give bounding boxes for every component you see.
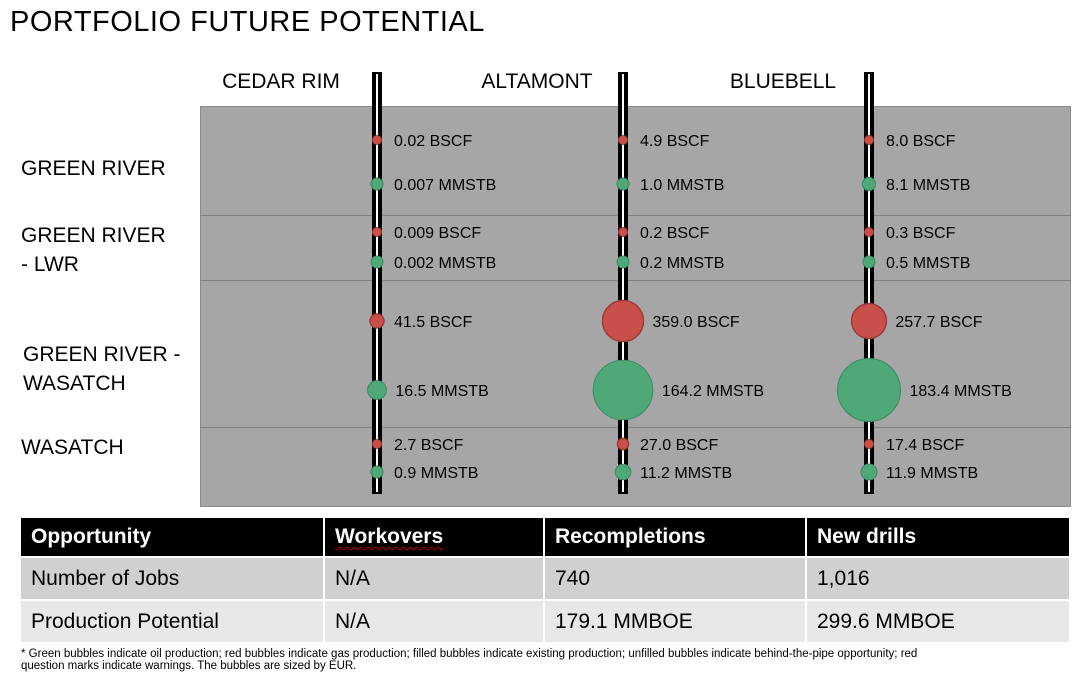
gas-value-label: 0.3 BSCF bbox=[886, 225, 956, 242]
oil-value-label: 0.2 MMSTB bbox=[640, 255, 724, 272]
opportunity-table: Opportunity Workovers Recompletions New … bbox=[21, 518, 1069, 642]
oil-value-label: 1.0 MMSTB bbox=[640, 177, 724, 194]
gas-value-label: 27.0 BSCF bbox=[640, 437, 718, 454]
oil-value-label: 0.5 MMSTB bbox=[886, 255, 970, 272]
row-label-green-river-wasatch: GREEN RIVER - WASATCH bbox=[23, 343, 181, 395]
column-header-cedar-rim: CEDAR RIM bbox=[222, 70, 340, 93]
gas-value-label: 0.009 BSCF bbox=[394, 225, 481, 242]
oil-value-label: 0.9 MMSTB bbox=[394, 465, 478, 482]
gas-bubble bbox=[850, 302, 888, 340]
gas-value-label: 257.7 BSCF bbox=[895, 314, 982, 331]
gas-value-label: 17.4 BSCF bbox=[886, 437, 964, 454]
gas-value-label: 4.9 BSCF bbox=[640, 133, 710, 150]
gas-bubble bbox=[864, 135, 874, 145]
oil-bubble bbox=[616, 255, 630, 269]
well-pipe-core bbox=[868, 74, 870, 492]
gas-bubble bbox=[372, 439, 382, 449]
oil-value-label: 8.1 MMSTB bbox=[886, 177, 970, 194]
gas-value-label: 0.2 BSCF bbox=[640, 225, 710, 242]
header-recompletions: Recompletions bbox=[544, 518, 807, 557]
footnote: * Green bubbles indicate oil production;… bbox=[21, 648, 918, 672]
oil-value-label: 164.2 MMSTB bbox=[662, 383, 764, 400]
oil-bubble bbox=[367, 380, 387, 400]
gas-bubble bbox=[616, 437, 630, 451]
table-cell: N/A bbox=[324, 556, 545, 600]
table-cell: Production Potential bbox=[21, 599, 325, 642]
oil-bubble bbox=[370, 255, 384, 269]
gas-value-label: 8.0 BSCF bbox=[886, 133, 956, 150]
oil-value-label: 16.5 MMSTB bbox=[395, 383, 488, 400]
oil-bubble bbox=[860, 463, 878, 481]
table-cell: 179.1 MMBOE bbox=[544, 599, 807, 642]
gas-bubble bbox=[618, 227, 628, 237]
row-label-wasatch: WASATCH bbox=[21, 436, 124, 459]
table-header-row: Opportunity Workovers Recompletions New … bbox=[21, 518, 1069, 557]
gas-value-label: 2.7 BSCF bbox=[394, 437, 464, 454]
row-divider bbox=[200, 427, 1071, 428]
header-opportunity: Opportunity bbox=[21, 518, 325, 557]
table-cell: Number of Jobs bbox=[21, 556, 325, 600]
column-header-bluebell: BLUEBELL bbox=[729, 70, 837, 93]
gas-value-label: 0.02 BSCF bbox=[394, 133, 472, 150]
header-workovers: Workovers bbox=[324, 518, 545, 557]
oil-value-label: 11.9 MMSTB bbox=[886, 465, 978, 482]
oil-value-label: 183.4 MMSTB bbox=[910, 383, 1012, 400]
column-header-altamont: ALTAMONT bbox=[481, 70, 593, 93]
row-divider bbox=[200, 280, 1071, 281]
well-pipe-core bbox=[376, 74, 378, 492]
oil-value-label: 11.2 MMSTB bbox=[640, 465, 732, 482]
gas-bubble bbox=[372, 135, 382, 145]
oil-bubble bbox=[370, 177, 384, 191]
oil-value-label: 0.007 MMSTB bbox=[394, 177, 496, 194]
oil-bubble bbox=[614, 463, 632, 481]
table-cell: N/A bbox=[324, 599, 545, 642]
oil-bubble bbox=[592, 359, 654, 421]
page-title: PORTFOLIO FUTURE POTENTIAL bbox=[10, 6, 485, 38]
header-new-drills: New drills bbox=[806, 518, 1069, 557]
table-row: Number of Jobs N/A 740 1,016 bbox=[21, 556, 1069, 600]
oil-bubble bbox=[862, 255, 876, 269]
table-cell: 299.6 MMBOE bbox=[806, 599, 1069, 642]
row-label-green-river: GREEN RIVER bbox=[21, 157, 166, 180]
gas-value-label: 359.0 BSCF bbox=[653, 314, 740, 331]
gas-bubble bbox=[618, 135, 628, 145]
gas-bubble bbox=[864, 227, 874, 237]
oil-bubble bbox=[837, 358, 901, 422]
table-row: Production Potential N/A 179.1 MMBOE 299… bbox=[21, 599, 1069, 642]
bubble-chart: 0.02 BSCF 4.9 BSCF 8.0 BSCF 0.009 BSCF 0.2 B… bbox=[367, 72, 1012, 494]
gas-value-label: 41.5 BSCF bbox=[394, 314, 472, 331]
row-divider bbox=[200, 215, 1071, 216]
gas-bubble bbox=[372, 227, 382, 237]
well-pipe-core bbox=[622, 74, 624, 492]
table-cell: 1,016 bbox=[806, 556, 1069, 600]
oil-bubble bbox=[861, 176, 877, 192]
gas-bubble bbox=[369, 313, 385, 329]
oil-value-label: 0.002 MMSTB bbox=[394, 255, 496, 272]
gas-bubble bbox=[601, 299, 645, 343]
oil-bubble bbox=[616, 177, 630, 191]
oil-bubble bbox=[370, 465, 384, 479]
table-cell: 740 bbox=[544, 556, 807, 600]
row-label-green-river-lwr: GREEN RIVER - LWR bbox=[21, 224, 166, 276]
gas-bubble bbox=[864, 439, 874, 449]
